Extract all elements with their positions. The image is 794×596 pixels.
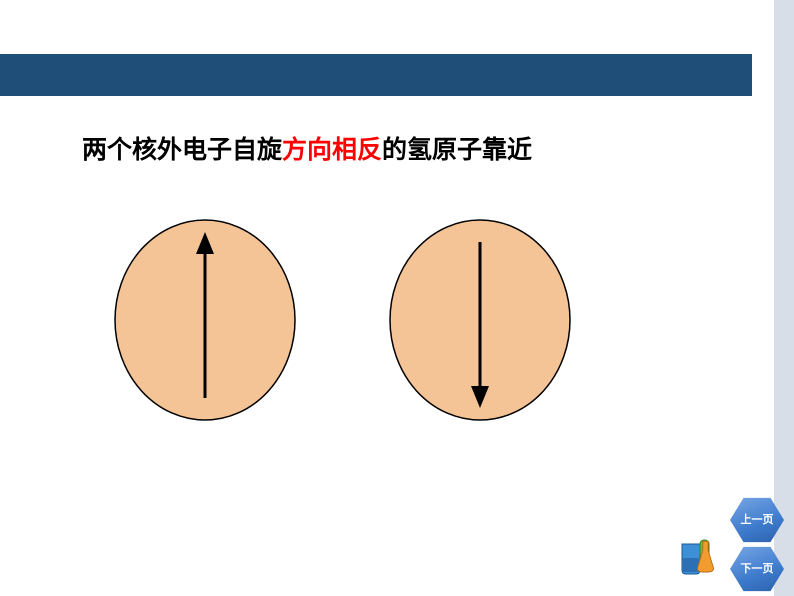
title-highlight: 方向相反	[282, 136, 382, 164]
chemistry-flask-icon	[678, 536, 720, 578]
spin-arrowhead-up	[196, 232, 214, 254]
spin-arrowhead-down	[471, 386, 489, 408]
atom-left	[115, 220, 295, 420]
next-page-button[interactable]: 下一页	[730, 545, 784, 593]
atom-right	[390, 220, 570, 420]
prev-page-button[interactable]: 上一页	[730, 496, 784, 544]
slide-title: 两个核外电子自旋方向相反的氢原子靠近	[82, 130, 532, 166]
next-page-label: 下一页	[741, 563, 774, 575]
title-prefix: 两个核外电子自旋	[82, 136, 282, 164]
title-suffix: 的氢原子靠近	[382, 136, 532, 164]
header-bar	[0, 54, 752, 96]
prev-page-label: 上一页	[741, 514, 774, 526]
